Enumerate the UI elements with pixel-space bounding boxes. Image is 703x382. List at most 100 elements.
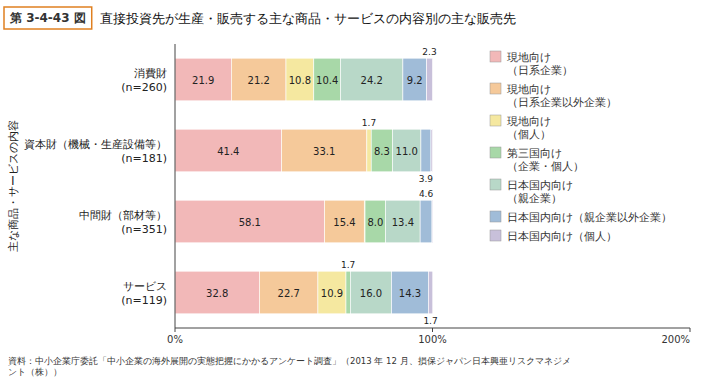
y-axis-line — [175, 44, 176, 328]
legend-swatch — [490, 179, 501, 190]
bar-segment — [431, 200, 433, 243]
category-label: 消費財(n=260) — [121, 67, 167, 94]
legend-entry-line: 現地向け — [507, 83, 551, 96]
legend-entry: 日本国内向け（親企業） — [507, 179, 573, 205]
y-axis-label: 主な商品・サービスの内容 — [7, 120, 20, 252]
data-label: 33.1 — [313, 146, 335, 157]
x-tick-label: 200% — [661, 334, 690, 345]
data-label: 1.7 — [341, 260, 355, 270]
legend-entry: 第三国向け（企業・個人） — [507, 147, 584, 173]
data-label: 41.4 — [217, 146, 239, 157]
bar-segment — [318, 271, 346, 314]
legend-swatch — [490, 83, 501, 94]
category-label-line: サービス — [123, 280, 167, 293]
bar-segment — [175, 58, 231, 101]
data-label: 32.8 — [206, 288, 228, 299]
data-label: 11.0 — [396, 146, 418, 157]
data-label: 10.9 — [321, 288, 343, 299]
category-label-line: (n=351) — [121, 223, 167, 236]
category-label-line: (n=181) — [121, 152, 167, 165]
bar-segment — [393, 129, 421, 172]
bar-segment — [259, 271, 317, 314]
bar-segment — [371, 129, 392, 172]
data-label: 13.4 — [392, 217, 414, 228]
bar-segment — [175, 200, 325, 243]
data-labels: 21.921.210.810.424.29.22.341.433.11.78.3… — [192, 47, 438, 326]
data-label: 24.2 — [361, 75, 383, 86]
title-area: 第 3-4-43 図直接投資先が生産・販売する主な商品・サービスの内容別の主な販… — [4, 7, 516, 29]
legend-swatch — [490, 211, 501, 222]
legend-swatch — [490, 230, 501, 241]
x-tick — [175, 328, 176, 332]
legend: 現地向け（日系企業）現地向け（日系企業以外企業）現地向け（個人）第三国向け（企業… — [490, 51, 672, 243]
x-tick-label: 0% — [167, 334, 183, 345]
bar-segment — [392, 271, 429, 314]
data-label: 10.4 — [316, 75, 338, 86]
data-label: 1.7 — [423, 316, 437, 326]
data-label: 21.9 — [192, 75, 214, 86]
legend-entry: 現地向け（日系企業以外企業） — [507, 83, 617, 109]
category-label: サービス(n=119) — [121, 280, 167, 307]
bar-segment — [365, 200, 386, 243]
legend-entry: 日本国内向け（親企業以外企業） — [507, 211, 672, 224]
category-label: 資本財（機械・生産設備等）(n=181) — [24, 138, 167, 165]
data-label: 10.8 — [289, 75, 311, 86]
title: 直接投資先が生産・販売する主な商品・サービスの内容別の主な販売先 — [100, 11, 516, 26]
bar-segment — [231, 58, 286, 101]
data-label: 14.3 — [399, 288, 421, 299]
figure-label: 第 3-4-43 図 — [9, 11, 86, 25]
legend-entry: 現地向け（日系企業） — [507, 51, 573, 77]
x-tick — [432, 328, 433, 332]
bar-segment — [403, 58, 427, 101]
bar-segment — [341, 58, 403, 101]
data-label: 21.2 — [248, 75, 270, 86]
legend-swatch — [490, 115, 501, 126]
legend-entry-line: （日系企業以外企業） — [507, 96, 617, 109]
legend-entry: 現地向け（個人） — [507, 115, 551, 141]
bar-segment — [421, 129, 431, 172]
x-axis: 0% 100% 200% — [167, 44, 690, 345]
data-label: 3.9 — [419, 174, 434, 184]
legend-entry-line: 第三国向け — [507, 147, 562, 160]
legend-entry: 日本国内向け（個人） — [507, 230, 617, 243]
figure-label-box — [4, 7, 92, 29]
category-label-line: 資本財（機械・生産設備等） — [24, 138, 167, 151]
x-tick — [690, 328, 691, 332]
source-line: ント（株）） — [8, 367, 62, 377]
x-tick-label: 100% — [418, 334, 447, 345]
bar-segment — [314, 58, 341, 101]
chart: 第 3-4-43 図直接投資先が生産・販売する主な商品・サービスの内容別の主な販… — [0, 0, 703, 382]
category-label-line: 消費財 — [134, 67, 167, 80]
bar-segment — [350, 271, 391, 314]
legend-entry-line: （企業・個人） — [507, 160, 584, 173]
legend-entry-line: 日本国内向け — [507, 179, 573, 192]
source-line: 資料：中小企業庁委託「中小企業の海外展開の実態把握にかかるアンケート調査」（20… — [8, 356, 571, 366]
data-label: 4.6 — [419, 189, 434, 199]
bar-segment — [427, 58, 433, 101]
category-label-line: 中間財（部材等） — [79, 209, 167, 222]
bar-segment — [346, 271, 350, 314]
data-label: 9.2 — [407, 75, 423, 86]
bars — [175, 58, 433, 314]
data-label: 2.3 — [422, 47, 436, 57]
data-label: 16.0 — [360, 288, 382, 299]
bar-segment — [420, 200, 432, 243]
legend-entry-line: （親企業） — [507, 192, 562, 205]
bar-segment — [286, 58, 314, 101]
source-note: 資料：中小企業庁委託「中小企業の海外展開の実態把握にかかるアンケート調査」（20… — [8, 356, 571, 377]
legend-swatch — [490, 147, 501, 158]
bar-segment — [325, 200, 365, 243]
legend-entry-line: （日系企業） — [507, 64, 573, 77]
legend-entry-line: 現地向け — [507, 115, 551, 128]
bar-segment — [386, 200, 421, 243]
category-label-line: (n=119) — [121, 294, 167, 307]
category-label: 中間財（部材等）(n=351) — [79, 209, 167, 236]
bar-segment — [282, 129, 367, 172]
bar-segment — [367, 129, 371, 172]
page: {"chart_data": { "type": "bar", "orienta… — [0, 0, 703, 382]
category-label-line: (n=260) — [121, 81, 167, 94]
legend-entry-line: 日本国内向け（親企業以外企業） — [507, 211, 672, 224]
category-labels: 消費財(n=260)資本財（機械・生産設備等）(n=181)中間財（部材等）(n… — [24, 67, 167, 307]
legend-entry-line: （個人） — [507, 128, 551, 141]
bar-segment — [431, 129, 433, 172]
